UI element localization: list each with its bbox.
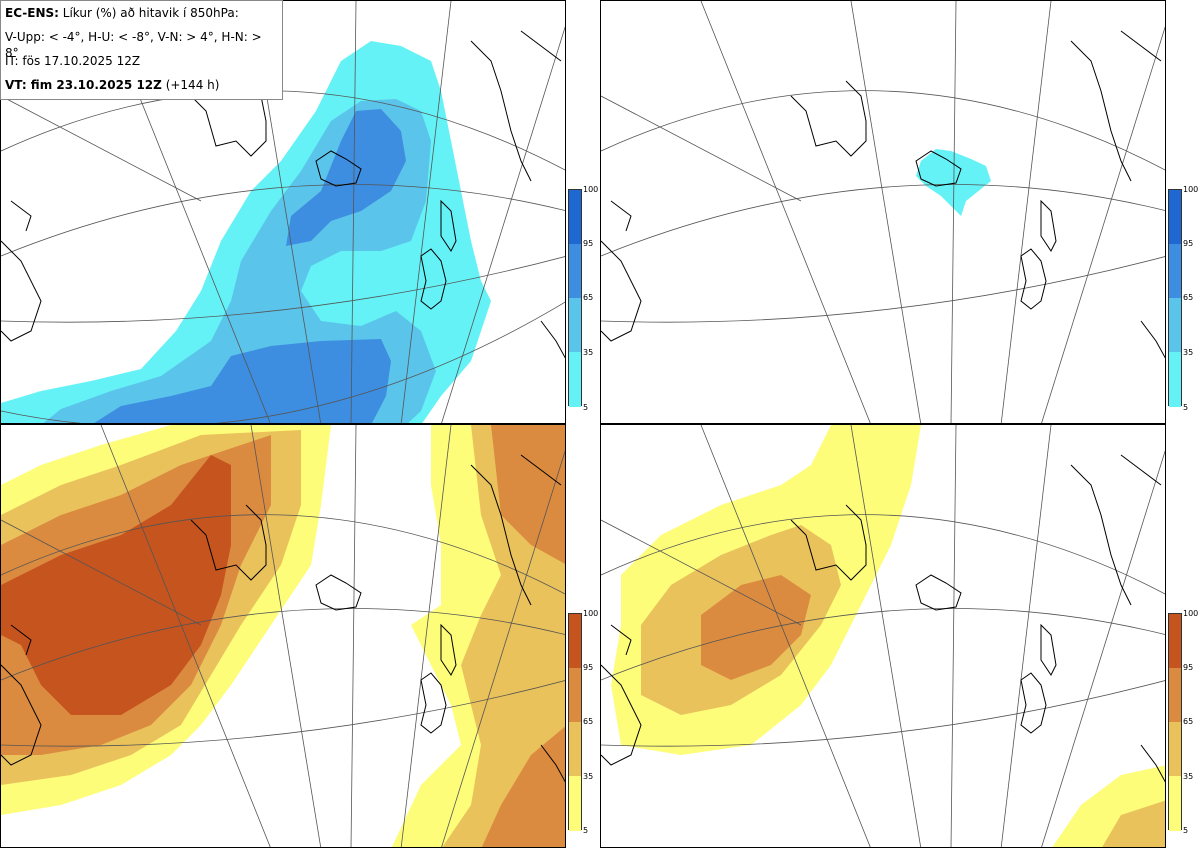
info-line-2: V-Upp: < -4°, H-U: < -8°, V-N: > 4°, H-N… — [5, 30, 262, 60]
colorbar-tick: 95 — [583, 663, 594, 672]
coastlines — [601, 454, 1165, 783]
colorbar-seg — [569, 190, 581, 244]
colorbar-cold-upper-right — [1168, 189, 1182, 407]
colorbar-tick: 35 — [1183, 772, 1194, 781]
colorbar-tick: 35 — [583, 772, 594, 781]
map-panel-cold-8 — [600, 0, 1166, 424]
colorbar-tick: 65 — [583, 717, 594, 726]
info-box: EC-ENS: Líkur (%) að hitavik í 850hPa: V… — [0, 0, 283, 100]
colorbar-seg — [569, 776, 581, 831]
colorbar-tick: 35 — [1183, 348, 1194, 357]
colorbar-seg — [569, 244, 581, 298]
map-panel-warm-8 — [600, 424, 1166, 848]
prob-65-95-b — [286, 109, 406, 246]
colorbar-tick: 5 — [1183, 826, 1189, 835]
prob-65-95-se — [481, 726, 565, 847]
colorbar-seg — [1169, 244, 1181, 298]
colorbar-tick: 100 — [1183, 185, 1199, 194]
colorbar-seg — [569, 722, 581, 776]
info-model: EC-ENS: — [5, 6, 59, 20]
colorbar-seg — [569, 298, 581, 352]
prob-65-95 — [701, 575, 811, 680]
colorbar-tick: 5 — [1183, 403, 1189, 412]
info-description: Líkur (%) að hitavik í 850hPa: — [58, 6, 239, 20]
colorbar-seg — [569, 614, 581, 668]
colorbar-seg — [569, 668, 581, 722]
prob-65-95 — [94, 339, 391, 423]
colorbar-tick: 65 — [1183, 717, 1194, 726]
map-cold-4 — [1, 1, 565, 423]
colorbar-seg — [1169, 722, 1181, 776]
colorbar-tick: 5 — [583, 403, 589, 412]
colorbar-tick: 95 — [1183, 663, 1194, 672]
graticule — [1, 425, 565, 847]
colorbar-seg — [1169, 776, 1181, 831]
graticule — [1, 1, 565, 423]
colorbar-tick: 35 — [583, 348, 594, 357]
colorbar-seg — [1169, 190, 1181, 244]
coastlines — [1, 454, 565, 783]
colorbar-tick: 65 — [583, 293, 594, 302]
prob-65-95-east — [491, 425, 565, 564]
map-panel-cold-4 — [0, 0, 566, 424]
colorbar-tick: 65 — [1183, 293, 1194, 302]
colorbar-seg — [569, 352, 581, 407]
info-line-1: EC-ENS: Líkur (%) að hitavik í 850hPa: — [5, 5, 278, 29]
colorbar-tick: 100 — [583, 609, 599, 618]
map-warm-8 — [601, 425, 1165, 847]
map-panel-warm-4 — [0, 424, 566, 848]
colorbar-warm-lower-right — [1168, 613, 1182, 831]
colorbar-cold-upper-left — [568, 189, 582, 407]
colorbar-tick: 95 — [1183, 239, 1194, 248]
colorbar-seg — [1169, 668, 1181, 722]
coastlines — [1, 30, 565, 359]
colorbar-seg — [1169, 352, 1181, 407]
prob-35-65-se — [1102, 800, 1165, 847]
graticule — [601, 1, 1165, 423]
colorbar-tick: 95 — [583, 239, 594, 248]
colorbar-warm-lower-left — [568, 613, 582, 831]
coastlines — [601, 30, 1165, 359]
info-lead-time: (+144 h) — [161, 78, 220, 92]
map-warm-4 — [1, 425, 565, 847]
colorbar-tick: 5 — [583, 826, 589, 835]
colorbar-tick: 100 — [1183, 609, 1199, 618]
map-cold-8 — [601, 1, 1165, 423]
colorbar-tick: 100 — [583, 185, 599, 194]
graticule — [601, 425, 1165, 847]
info-valid-time: VT: fim 23.10.2025 12Z — [5, 78, 162, 92]
prob-95-100 — [1, 455, 231, 715]
colorbar-seg — [1169, 298, 1181, 352]
info-line-3: IT: fös 17.10.2025 12Z — [5, 54, 141, 68]
colorbar-seg — [1169, 614, 1181, 668]
info-line-4: VT: fim 23.10.2025 12Z (+144 h) — [5, 77, 278, 101]
